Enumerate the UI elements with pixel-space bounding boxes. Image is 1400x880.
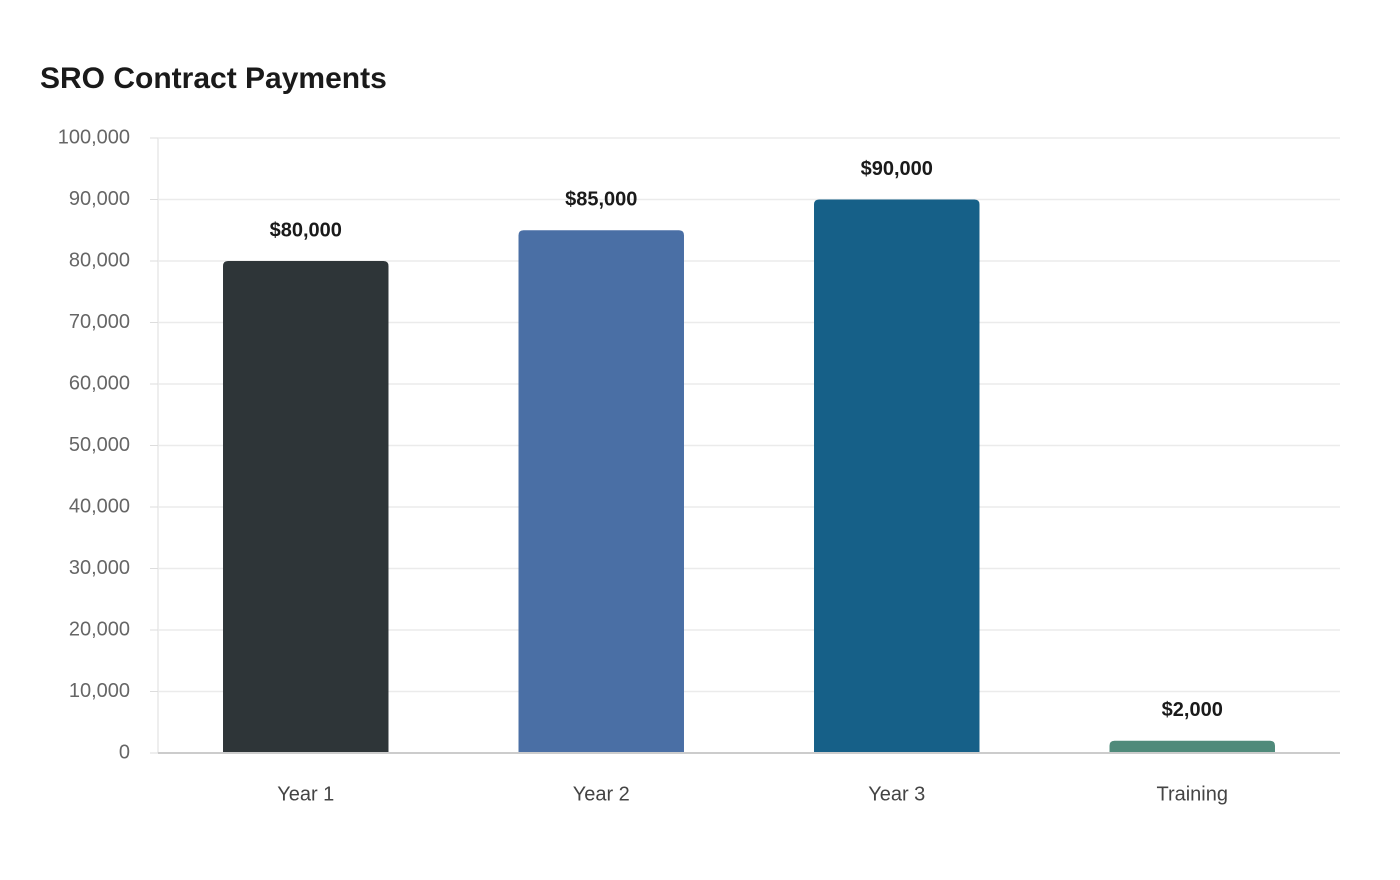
value-label: $90,000 <box>861 158 933 180</box>
chart-title: SRO Contract Payments <box>40 62 387 95</box>
bar <box>223 261 389 753</box>
x-tick-label: Year 1 <box>277 783 334 805</box>
x-tick-label: Year 2 <box>573 783 630 805</box>
y-tick-label: 80,000 <box>69 249 130 271</box>
y-tick-label: 70,000 <box>69 311 130 333</box>
x-tick-label: Training <box>1156 783 1228 805</box>
y-tick-label: 100,000 <box>58 126 130 148</box>
y-tick-label: 90,000 <box>69 188 130 210</box>
y-tick-label: 40,000 <box>69 495 130 517</box>
value-label: $85,000 <box>565 189 637 211</box>
y-tick-label: 60,000 <box>69 372 130 394</box>
y-tick-label: 30,000 <box>69 557 130 579</box>
bar <box>1109 740 1275 753</box>
value-label: $2,000 <box>1162 699 1223 721</box>
y-tick-label: 0 <box>119 741 130 763</box>
x-tick-label: Year 3 <box>868 783 925 805</box>
value-label: $80,000 <box>270 219 342 241</box>
bar <box>814 199 980 753</box>
y-tick-label: 50,000 <box>69 434 130 456</box>
y-tick-label: 10,000 <box>69 680 130 702</box>
bar <box>518 230 684 753</box>
y-tick-label: 20,000 <box>69 618 130 640</box>
